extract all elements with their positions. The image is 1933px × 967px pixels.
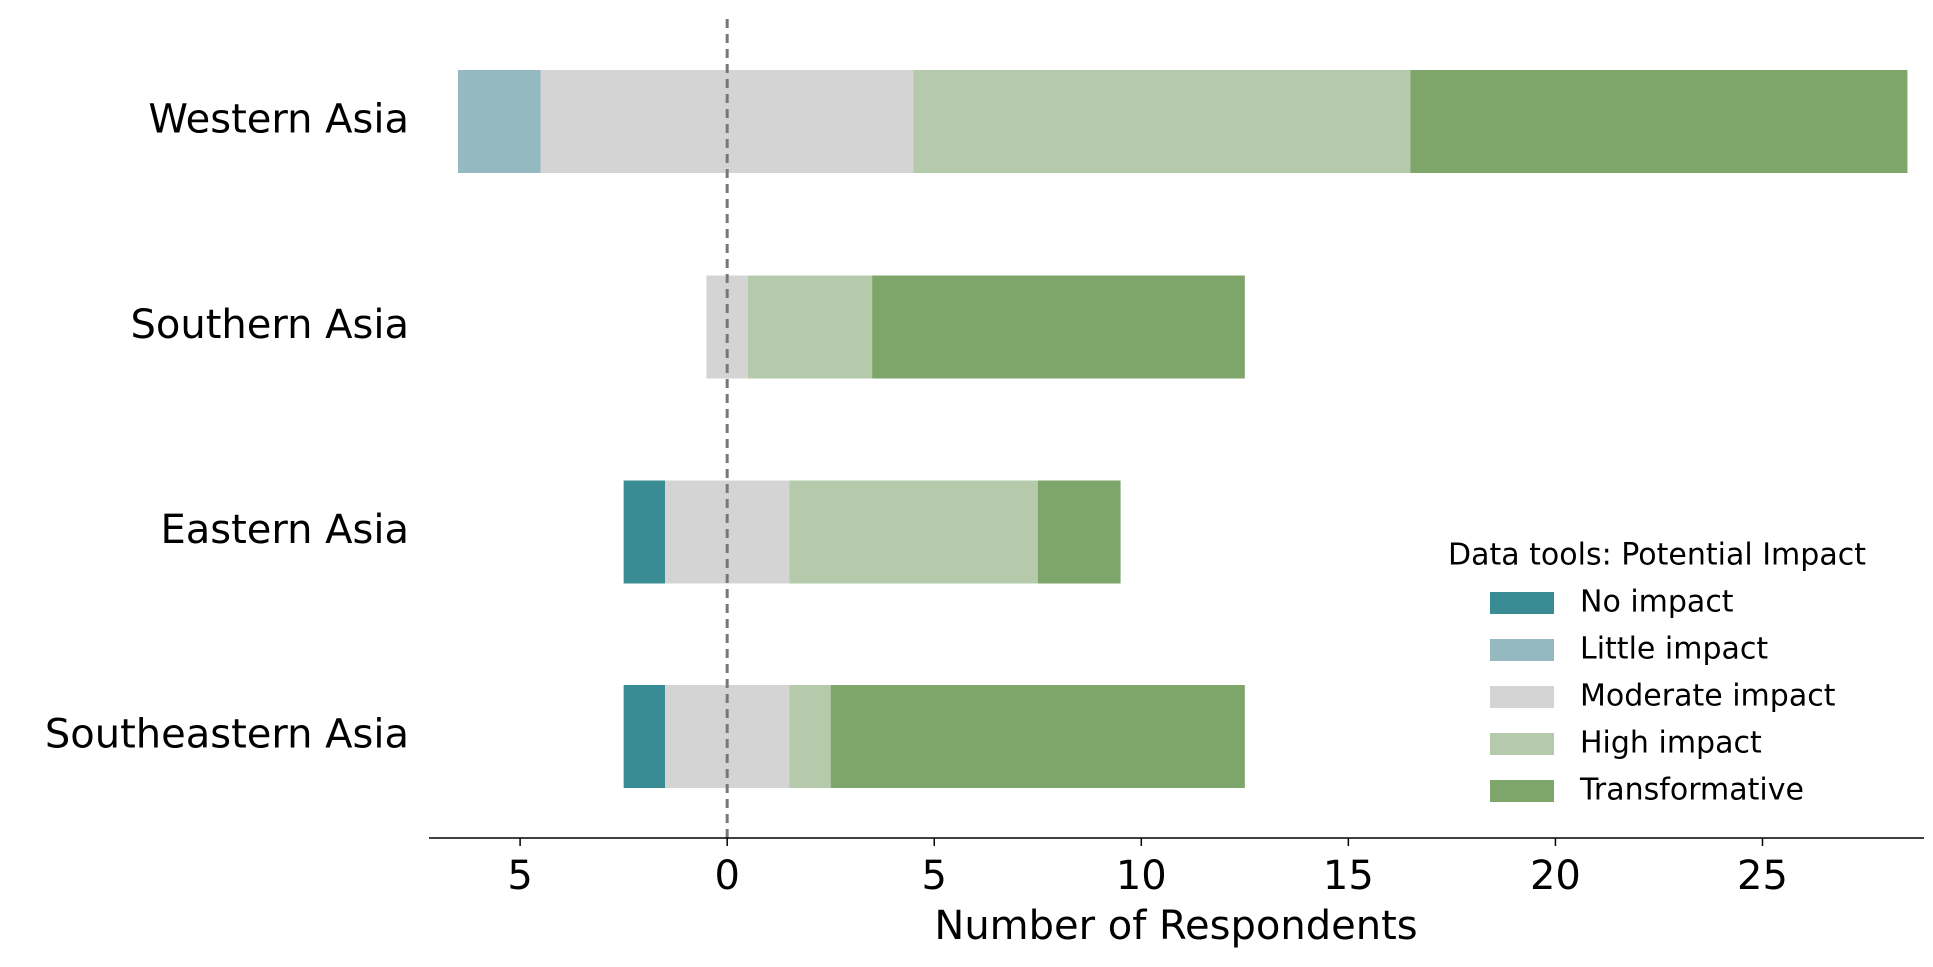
bar-segment xyxy=(1410,70,1908,173)
legend-label: Moderate impact xyxy=(1580,679,1836,714)
legend-title: Data tools: Potential Impact xyxy=(1448,538,1866,573)
legend-label: Little impact xyxy=(1580,632,1768,667)
x-tick-label: 5 xyxy=(507,853,532,899)
x-tick-label: 20 xyxy=(1530,853,1581,899)
legend-swatch xyxy=(1490,733,1554,755)
legend-swatch xyxy=(1490,639,1554,661)
bar-segment xyxy=(913,70,1411,173)
bar-segment xyxy=(1037,480,1121,584)
x-tick-label: 15 xyxy=(1323,853,1374,899)
bar-segment xyxy=(457,70,541,173)
x-tick-label: 0 xyxy=(714,853,739,899)
legend-swatch xyxy=(1490,592,1554,614)
legend-label: Transformative xyxy=(1579,773,1804,808)
legend-swatch xyxy=(1490,686,1554,708)
bar-segment xyxy=(789,480,1038,584)
legend-swatch xyxy=(1490,780,1554,802)
y-tick-label: Western Asia xyxy=(148,97,409,143)
x-tick-label: 5 xyxy=(922,853,947,899)
legend-label: High impact xyxy=(1580,726,1762,761)
x-axis-label: Number of Respondents xyxy=(934,903,1417,949)
y-tick-label: Eastern Asia xyxy=(160,507,409,553)
x-tick-label: 25 xyxy=(1737,853,1788,899)
bar-segment xyxy=(830,685,1245,788)
y-tick-label: Southern Asia xyxy=(131,302,410,348)
bar-segment xyxy=(623,685,666,788)
x-tick-label: 10 xyxy=(1116,853,1167,899)
bar-segment xyxy=(623,480,666,584)
bar-segment xyxy=(789,685,831,788)
legend-label: No impact xyxy=(1580,585,1734,620)
y-tick-label: Southeastern Asia xyxy=(45,712,409,758)
bar-segment xyxy=(872,275,1245,379)
bar-segment xyxy=(747,275,873,379)
